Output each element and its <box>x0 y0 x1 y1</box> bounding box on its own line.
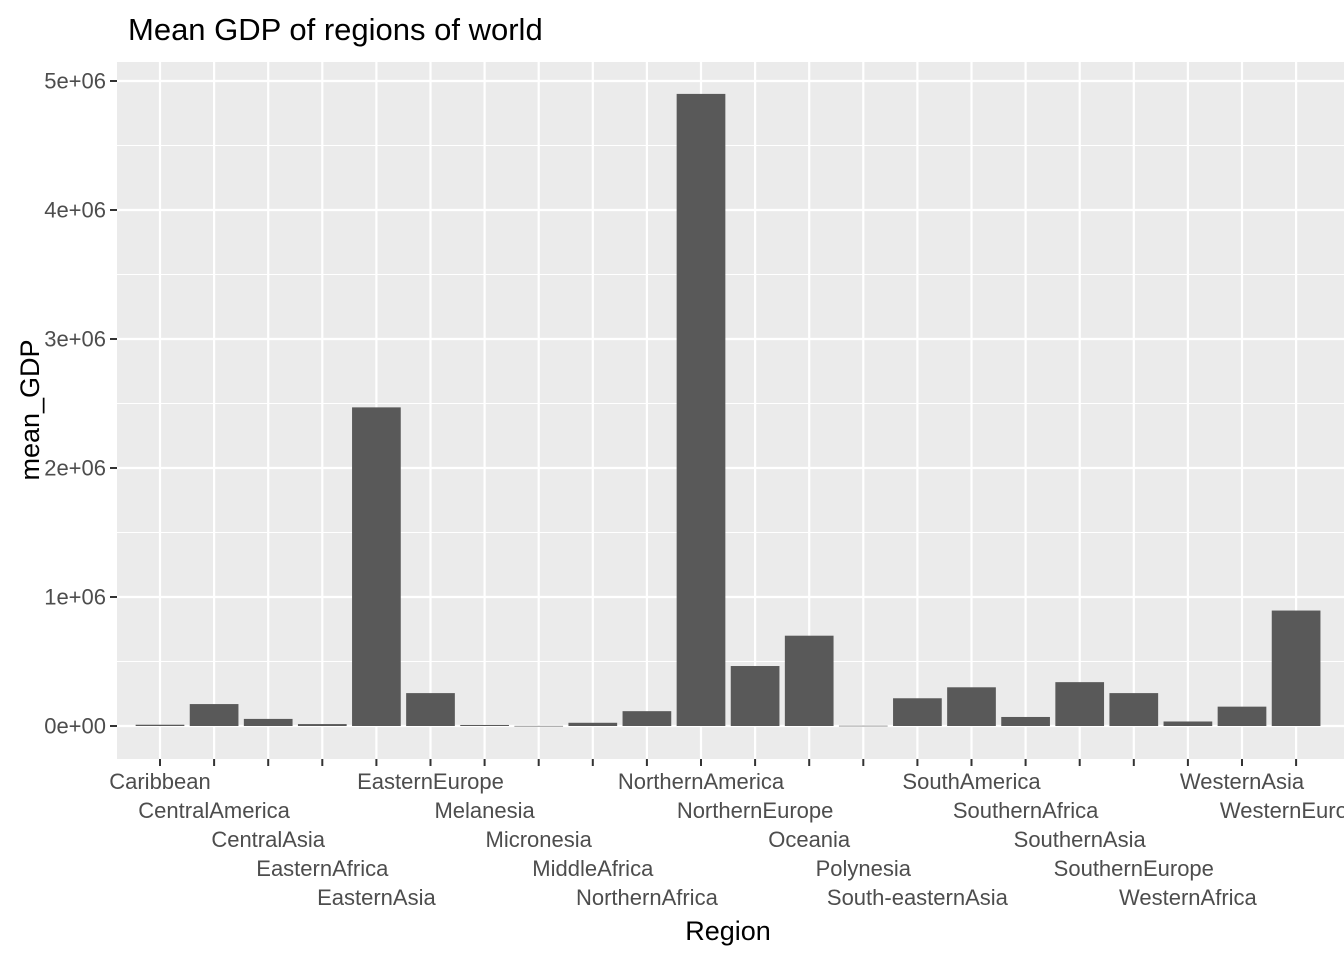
x-tick-label: CentralAmerica <box>138 798 290 823</box>
bar-melanesia <box>460 724 509 726</box>
x-tick-label: SouthernAfrica <box>953 798 1099 823</box>
x-tick-label: SouthernAsia <box>1014 827 1147 852</box>
bar-easterneurope <box>406 693 455 726</box>
x-tick-label: NorthernAfrica <box>576 885 719 910</box>
x-axis-title: Region <box>685 916 771 946</box>
x-tick-label: NorthernAmerica <box>618 769 785 794</box>
x-axis: Caribbean CentralAmerica CentralAsia Easter… <box>109 759 1344 910</box>
bar-northerneurope <box>730 666 780 726</box>
bar-westernafrica <box>1163 721 1213 726</box>
bar-northernamerica <box>676 93 726 726</box>
x-tick-label: Melanesia <box>434 798 535 823</box>
bar-southernafrica <box>1001 716 1050 726</box>
x-tick-label: EasternAsia <box>317 885 436 910</box>
y-tick-label: 4e+06 <box>44 198 106 223</box>
x-tick-label: WesternAfrica <box>1119 885 1258 910</box>
bar-south-easternasia <box>893 698 942 726</box>
bar-westernasia <box>1217 706 1267 726</box>
x-tick-label: WesternEurope <box>1220 798 1344 823</box>
y-tick-label: 1e+06 <box>44 585 106 610</box>
x-tick-label: SouthAmerica <box>902 769 1041 794</box>
x-tick-label: Polynesia <box>816 856 912 881</box>
bar-westerneurope <box>1271 610 1321 726</box>
x-tick-label: MiddleAfrica <box>532 856 654 881</box>
y-tick-label: 5e+06 <box>44 69 106 94</box>
x-tick-label: EasternAfrica <box>256 856 389 881</box>
y-axis: 0e+00 1e+06 2e+06 3e+06 4e+06 5e+06 <box>44 69 117 739</box>
y-tick-label: 3e+06 <box>44 327 106 352</box>
bar-southernasia <box>1055 682 1105 726</box>
plot-panel <box>117 62 1344 759</box>
bar-oceania <box>784 635 834 726</box>
x-tick-label: Oceania <box>768 827 851 852</box>
x-tick-label: WesternAsia <box>1180 769 1305 794</box>
bar-caribbean <box>135 724 185 726</box>
y-tick-label: 2e+06 <box>44 456 106 481</box>
bar-middleafrica <box>568 722 618 726</box>
bar-northernafrica <box>622 711 672 726</box>
bar-southerneurope <box>1109 693 1159 726</box>
x-tick-label: SouthernEurope <box>1054 856 1214 881</box>
x-tick-label: Caribbean <box>109 769 211 794</box>
y-tick-label: 0e+00 <box>44 714 106 739</box>
x-tick-label: South-easternAsia <box>827 885 1009 910</box>
x-tick-label: Micronesia <box>486 827 593 852</box>
bar-centralamerica <box>189 704 239 726</box>
x-tick-label: NorthernEurope <box>677 798 834 823</box>
y-axis-title: mean_GDP <box>15 339 45 480</box>
x-tick-label: CentralAsia <box>211 827 325 852</box>
bar-micronesia <box>514 725 564 727</box>
bar-southamerica <box>947 687 996 726</box>
bar-polynesia <box>838 725 888 727</box>
bar-easternasia <box>352 407 401 726</box>
bar-centralasia <box>243 718 293 726</box>
chart-title: Mean GDP of regions of world <box>128 12 543 47</box>
bars <box>135 93 1321 727</box>
x-tick-label: EasternEurope <box>357 769 504 794</box>
bar-easternafrica <box>297 724 347 726</box>
